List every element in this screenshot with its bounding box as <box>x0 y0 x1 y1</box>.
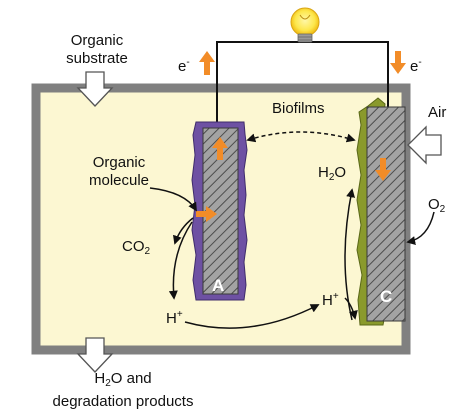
proton-left-label: H+ <box>166 309 183 327</box>
proton-migration-arrow <box>184 304 320 329</box>
water-label: H2O <box>318 164 347 183</box>
proton-release-arrow <box>168 221 193 300</box>
co2-label: CO2 <box>122 238 151 257</box>
water-formation-arrow <box>344 188 356 321</box>
co2-release-arrow <box>173 217 194 245</box>
anode-letter-label: A <box>212 276 225 295</box>
air-label: Air <box>428 104 447 121</box>
o2-label: O2 <box>428 196 446 215</box>
electron-flow-down-arrow-icon <box>390 51 406 74</box>
cathode-electrode <box>356 97 406 326</box>
substrate-inflow-down-arrow-icon <box>76 71 114 107</box>
electron-right-label: e- <box>410 57 422 75</box>
electron-left-label: e- <box>178 57 190 75</box>
proton-right-label: H+ <box>322 291 339 309</box>
light-bulb-icon <box>290 7 320 43</box>
organic-molecule-arrow <box>149 187 197 212</box>
proton-to-cathode-arrow <box>344 297 358 320</box>
organic-molecule-inflow-arrow-icon <box>196 206 217 222</box>
biofilms-label: Biofilms <box>272 100 325 117</box>
electron-flow-up-arrow-icon <box>199 51 215 75</box>
oxygen-reduction-arrow <box>406 211 435 245</box>
cathode-electron-down-arrow-icon <box>375 158 391 181</box>
cathode-letter-label: C <box>380 287 393 306</box>
air-inflow-left-arrow-icon <box>407 125 442 165</box>
products-outflow-down-arrow-icon <box>76 337 114 373</box>
water-and-products-label: H2O and degradation products <box>52 370 194 410</box>
organic-substrate-label: Organic substrate <box>66 32 128 67</box>
anode-electron-up-arrow-icon <box>212 137 228 160</box>
organic-molecule-label: Organic molecule <box>88 154 150 189</box>
anode-electrode <box>191 121 248 301</box>
